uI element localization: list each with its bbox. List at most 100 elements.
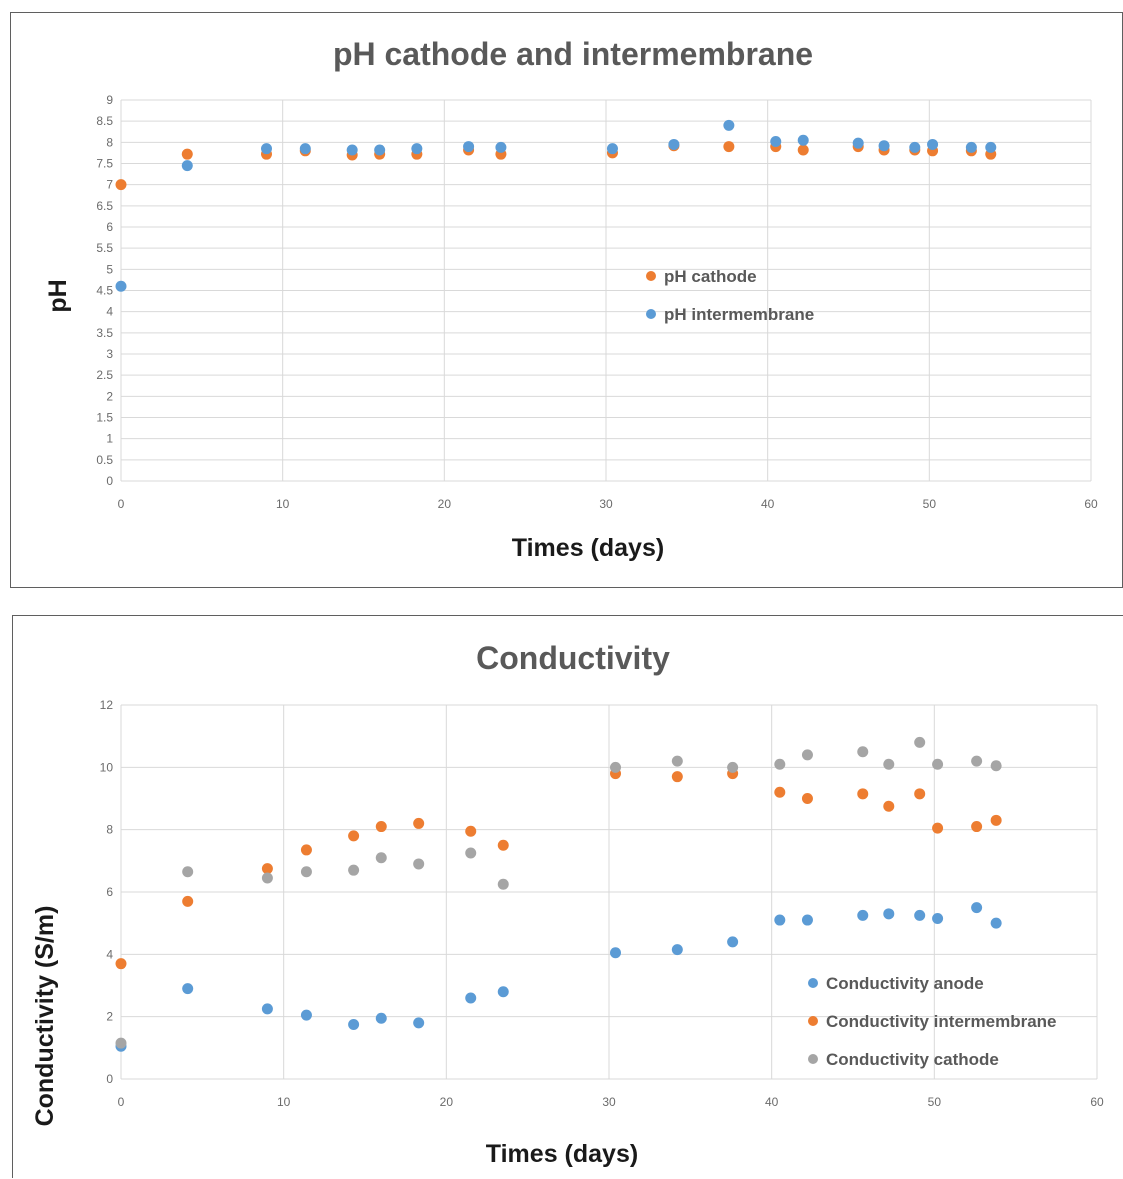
data-point <box>115 179 127 191</box>
legend-marker <box>808 1016 818 1026</box>
ph-chart-panel: 0 0.5 1 1.5 2 2.5 3 3.5 4 4.5 5 5.5 6 6.5 7 7.5 8 8.5 9 0 10… <box>10 12 1123 588</box>
data-point <box>985 141 997 153</box>
y-tick-label: 5.5 <box>96 241 113 255</box>
data-point <box>413 858 425 870</box>
y-tick-label: 12 <box>100 698 114 712</box>
data-point <box>375 852 387 864</box>
data-point <box>723 141 735 153</box>
data-point <box>883 800 895 812</box>
data-point <box>465 992 477 1004</box>
y-tick-label: 0.5 <box>96 453 113 467</box>
series-conductivity-cathode <box>115 736 1002 1049</box>
data-point <box>801 749 813 761</box>
y-tick-label: 6.5 <box>96 199 113 213</box>
data-point <box>932 912 944 924</box>
data-point <box>797 134 809 146</box>
x-tick-label: 60 <box>1084 497 1098 511</box>
data-point <box>495 141 507 153</box>
data-point <box>606 143 618 155</box>
conductivity-chart-panel: 0 2 4 6 8 10 12 0 10 20 30 40 50 60 Conductivity Times … <box>12 615 1123 1178</box>
x-tick-label: 0 <box>118 1095 125 1109</box>
y-tick-label: 3.5 <box>96 326 113 340</box>
y-axis-title: Conductivity (S/m) <box>31 906 59 1127</box>
legend: Conductivity anode Conductivity intermemb… <box>808 974 1057 1069</box>
conductivity-chart: 0 2 4 6 8 10 12 0 10 20 30 40 50 60 Conductivity Times … <box>31 640 1104 1168</box>
data-point <box>261 1003 273 1015</box>
data-point <box>878 140 890 152</box>
y-tick-label: 6 <box>106 885 113 899</box>
data-point <box>971 902 983 914</box>
y-axis-title: pH <box>44 279 72 312</box>
series-conductivity-anode <box>115 902 1002 1052</box>
y-tick-label: 4 <box>106 305 113 319</box>
data-point <box>181 160 193 172</box>
x-tick-label: 30 <box>599 497 613 511</box>
data-point <box>990 814 1002 826</box>
y-tick-label: 10 <box>100 760 114 774</box>
data-point <box>348 830 360 842</box>
data-point <box>971 755 983 767</box>
y-tick-label: 9 <box>106 93 113 107</box>
data-point <box>348 864 360 876</box>
data-point <box>465 825 477 837</box>
data-point <box>914 788 926 800</box>
legend: pH cathode pH intermembrane <box>646 267 814 324</box>
data-point <box>668 138 680 150</box>
legend-marker <box>808 978 818 988</box>
data-point <box>801 914 813 926</box>
data-point <box>497 878 509 890</box>
x-tick-label: 40 <box>765 1095 779 1109</box>
data-point <box>610 947 622 959</box>
data-point <box>883 758 895 770</box>
data-point <box>610 761 622 773</box>
data-point <box>909 141 921 153</box>
data-point <box>115 1037 127 1049</box>
legend-marker <box>646 271 656 281</box>
legend-label: Conductivity anode <box>826 974 984 993</box>
data-point <box>300 844 312 856</box>
data-point <box>115 280 127 292</box>
y-tick-label: 3 <box>106 347 113 361</box>
x-tick-label: 60 <box>1090 1095 1104 1109</box>
x-tick-label: 10 <box>276 497 290 511</box>
series-ph-intermembrane <box>115 119 997 292</box>
legend-label: pH cathode <box>664 267 757 286</box>
ph-chart: 0 0.5 1 1.5 2 2.5 3 3.5 4 4.5 5 5.5 6 6.5 7 7.5 8 8.5 9 0 10… <box>44 36 1098 562</box>
data-point <box>375 821 387 833</box>
data-point <box>413 1017 425 1029</box>
data-point <box>497 839 509 851</box>
data-point <box>990 917 1002 929</box>
data-point <box>801 793 813 804</box>
y-tick-label: 0 <box>106 474 113 488</box>
y-tick-label: 2 <box>106 389 113 403</box>
data-point <box>300 1009 312 1021</box>
data-point <box>671 944 683 956</box>
data-point <box>671 755 683 767</box>
data-point <box>857 788 869 800</box>
data-point <box>346 144 358 156</box>
legend-marker <box>808 1054 818 1064</box>
x-axis-title: Times (days) <box>486 1140 638 1168</box>
data-point <box>797 144 809 156</box>
data-point <box>182 983 194 995</box>
data-point <box>182 866 194 878</box>
data-point <box>770 135 782 147</box>
data-point <box>348 1018 360 1030</box>
data-point <box>990 760 1002 772</box>
x-tick-label: 30 <box>602 1095 616 1109</box>
data-point <box>463 141 475 153</box>
y-tick-label: 2.5 <box>96 368 113 382</box>
y-tick-label: 1 <box>106 432 113 446</box>
series-conductivity-intermembrane <box>115 768 1002 970</box>
y-tick-label: 4.5 <box>96 284 113 298</box>
data-point <box>261 143 272 155</box>
chart-title: Conductivity <box>476 640 670 676</box>
y-tick-label: 7.5 <box>96 157 113 171</box>
y-tick-label: 0 <box>106 1072 113 1086</box>
y-tick-label: 2 <box>106 1010 113 1024</box>
x-tick-label: 40 <box>761 497 775 511</box>
data-point <box>671 771 683 783</box>
legend-label: Conductivity cathode <box>826 1050 999 1069</box>
series-ph-cathode <box>115 140 997 191</box>
data-point <box>727 761 739 773</box>
